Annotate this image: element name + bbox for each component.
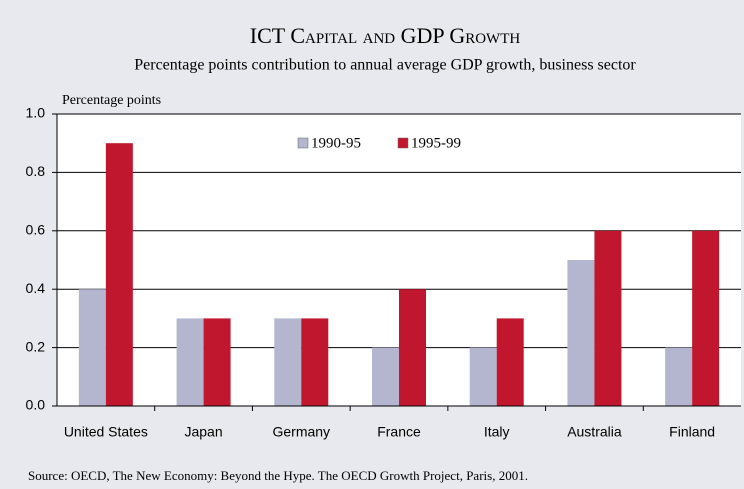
y-tick-label: 1.0: [26, 105, 46, 121]
legend-swatch: [397, 137, 409, 149]
y-tick-label: 0.8: [26, 163, 46, 179]
bar: [399, 289, 426, 406]
bar: [105, 143, 133, 406]
bar: [665, 347, 693, 406]
chart-subtitle: Percentage points contribution to annual…: [134, 57, 636, 74]
x-tick-label: United States: [64, 424, 148, 440]
y-tick-label: 0.2: [26, 338, 46, 354]
legend-label: 1995-99: [411, 135, 461, 151]
bar: [469, 347, 497, 406]
bar: [203, 318, 231, 406]
y-axis-label: Percentage points: [62, 93, 161, 108]
bar: [274, 318, 302, 406]
bar: [496, 318, 524, 406]
y-tick-label: 0.0: [26, 397, 46, 413]
x-tick-label: Finland: [669, 424, 715, 440]
bar: [176, 318, 204, 406]
legend-label: 1990-95: [311, 135, 361, 151]
x-tick-label: Japan: [184, 424, 222, 440]
x-tick-label: France: [377, 424, 421, 440]
x-tick-label: Germany: [272, 424, 330, 440]
bar: [78, 289, 106, 406]
source-note: Source: OECD, The New Economy: Beyond th…: [28, 468, 528, 483]
legend-swatch: [297, 137, 309, 149]
bar: [301, 318, 329, 406]
x-tick-label: Italy: [484, 424, 510, 440]
bar: [594, 230, 622, 406]
y-tick-label: 0.6: [26, 222, 46, 238]
x-tick-label: Australia: [567, 424, 622, 440]
bar: [372, 347, 399, 406]
chart-title: ICT Capital and GDP Growth: [250, 23, 521, 48]
y-tick-label: 0.4: [26, 280, 46, 296]
bar: [692, 230, 720, 406]
bar: [567, 260, 595, 406]
